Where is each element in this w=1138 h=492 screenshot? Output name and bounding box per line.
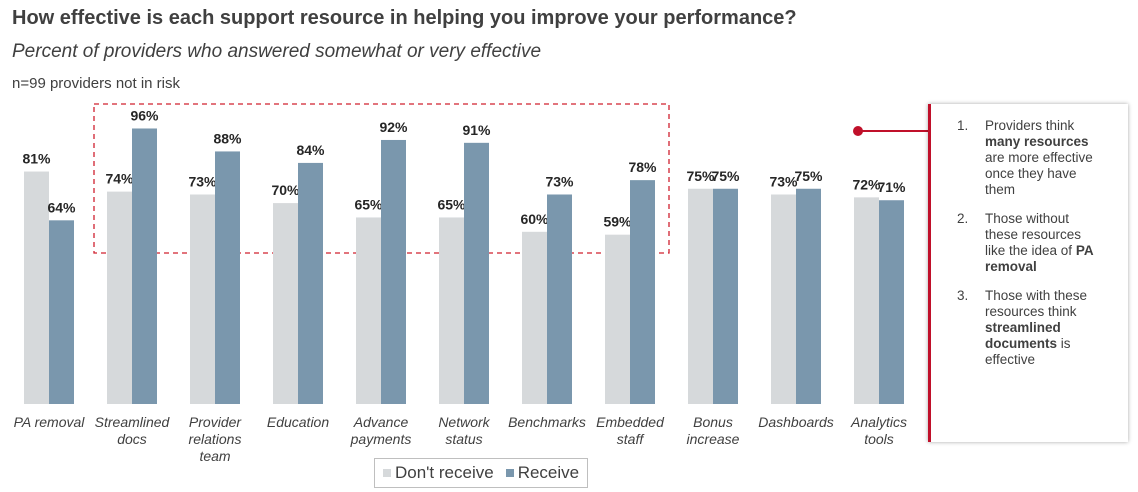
category-label: docs [117,431,147,447]
category-label: status [445,431,482,447]
category-label: Provider [189,414,242,430]
insight-number: 2. [957,211,969,226]
category-label: Embedded [596,414,665,430]
bar-receive [879,200,904,404]
bar-receive [464,142,489,404]
insight-callout: 1. Providers think many resources are mor… [928,104,1128,442]
callout-connector [853,126,930,136]
data-label: 59% [603,214,632,230]
bar-dont-receive [24,171,49,404]
bar-receive [796,188,821,404]
insight-emphasis: PA removal [985,243,1094,274]
category-label: Analytics [850,414,907,430]
data-label: 72% [852,176,881,192]
bar-receive [713,188,738,404]
data-label: 74% [105,171,134,187]
insight-text: is effective [985,336,1071,367]
chart-subtitle: Percent of providers who answered somewh… [12,41,542,62]
category-label: staff [617,431,646,447]
bar-receive [49,220,74,404]
category-label: increase [687,431,740,447]
chart-title: How effective is each support resource i… [12,7,797,29]
legend-label-receive: Receive [517,463,580,482]
data-label: 84% [296,142,325,158]
insight-item: 1. Providers think many resources are mor… [957,118,1100,198]
category-label: Education [267,414,329,430]
category-label: Streamlined [95,414,171,430]
bar-dont-receive [273,203,298,404]
data-label: 65% [354,196,383,212]
insight-number: 1. [957,118,969,133]
category-label: tools [864,431,894,447]
legend: Don't receive Receive [374,458,589,488]
insight-text: Those with these resources think [985,288,1088,319]
insight-emphasis: many resources [985,134,1089,149]
bar-dont-receive [854,197,879,404]
bar-dont-receive [439,217,464,404]
insight-emphasis: streamlined documents [985,320,1061,351]
data-label: 92% [379,119,408,135]
data-label: 73% [545,173,574,189]
bar-receive [215,151,240,404]
data-label: 88% [213,130,242,146]
data-label: 73% [769,173,798,189]
bar-receive [381,139,406,404]
insight-text: are more effective once they have them [985,150,1093,197]
category-label: relations [189,431,242,447]
insight-text: Those without these resources like the i… [985,211,1082,258]
bar-receive [547,194,572,404]
legend-item-dont-receive: Don't receive [383,463,494,483]
data-label: 60% [520,211,549,227]
bar-dont-receive [190,194,215,404]
data-label: 81% [22,151,51,167]
insight-item: 2. Those without these resources like the… [957,211,1100,275]
legend-item-receive: Receive [505,463,580,483]
data-label: 64% [47,199,76,215]
sample-note: n=99 providers not in risk [12,75,181,92]
category-label: Network [438,414,490,430]
data-label: 73% [188,173,217,189]
bar-receive [630,180,655,404]
bar-dont-receive [522,231,547,404]
data-label: 70% [271,182,300,198]
legend-label-dont-receive: Don't receive [395,463,494,482]
data-label: 71% [877,179,906,195]
data-label: 75% [794,168,823,184]
bar-dont-receive [605,234,630,404]
legend-swatch-dont-receive [383,469,391,477]
bar-dont-receive [688,188,713,404]
category-label: Dashboards [758,414,834,430]
bar-dont-receive [107,191,132,404]
insight-number: 3. [957,288,969,303]
category-label: Bonus [693,414,733,430]
category-label: Benchmarks [508,414,586,430]
bar-receive [132,128,157,405]
data-label: 78% [628,159,657,175]
category-label: Advance [353,414,409,430]
bar-dont-receive [771,194,796,404]
bar-receive [298,162,323,404]
data-label: 91% [462,122,491,138]
legend-swatch-receive [505,469,514,477]
data-label: 75% [686,168,715,184]
insight-list: 1. Providers think many resources are mor… [931,104,1128,368]
category-label: payments [350,431,412,447]
data-label: 65% [437,196,466,212]
category-label: PA removal [14,414,86,430]
insight-item: 3. Those with these resources think strea… [957,288,1100,368]
data-label: 75% [711,168,740,184]
insight-text: Providers think [985,118,1075,133]
bar-dont-receive [356,217,381,404]
data-label: 96% [130,107,159,123]
category-label: team [199,448,230,464]
